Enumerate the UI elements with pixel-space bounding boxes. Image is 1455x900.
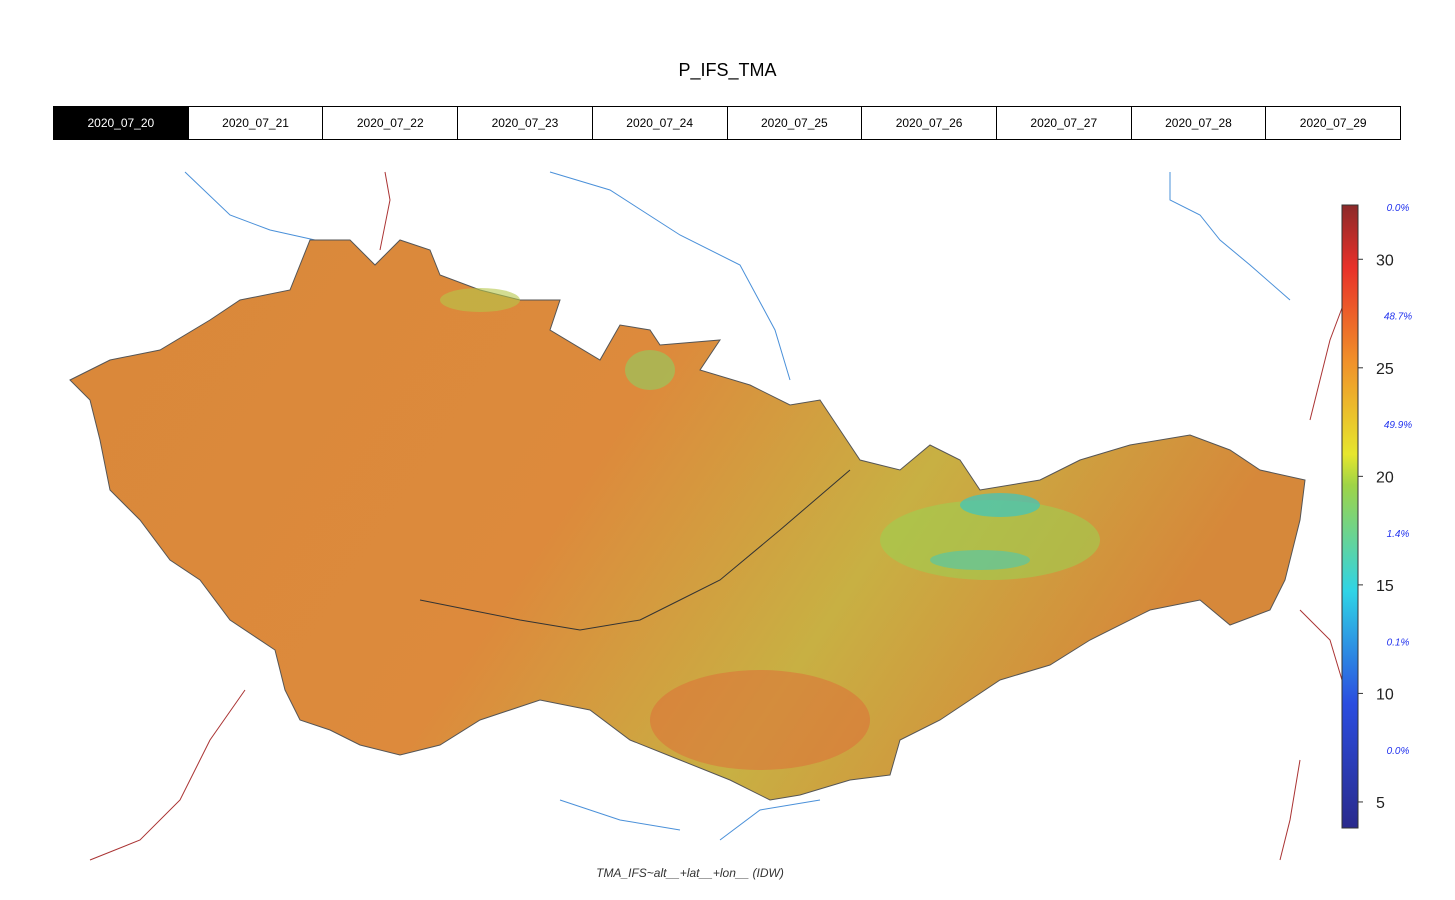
date-tabs: 2020_07_20 2020_07_21 2020_07_22 2020_07_23… [53, 106, 1401, 140]
river [184, 171, 1291, 841]
inner-border [419, 469, 851, 631]
class-share-label: 1.4% [1387, 529, 1410, 540]
date-tab[interactable]: 2020_07_26 [861, 107, 996, 139]
country-area [69, 239, 1306, 801]
cool-area [625, 350, 675, 390]
class-share-label: 0.1% [1387, 637, 1410, 648]
colorbar-tick-label: 10 [1376, 686, 1394, 703]
date-tab[interactable]: 2020_07_22 [322, 107, 457, 139]
class-share-label: 48.7% [1384, 312, 1412, 323]
date-tab[interactable]: 2020_07_25 [726, 107, 862, 139]
title: P_IFS_TMA [678, 60, 777, 80]
caption: TMA_IFS~alt__+lat__+lon__ (IDW) [596, 866, 784, 880]
cool-area [930, 550, 1030, 570]
date-tab[interactable]: 2020_07_23 [457, 107, 592, 139]
date-tab[interactable]: 2020_07_27 [995, 107, 1131, 139]
date-tab[interactable]: 2020_07_24 [591, 107, 727, 139]
colorbar-tick-label: 5 [1376, 795, 1385, 812]
cool-area [440, 288, 520, 312]
date-tab[interactable]: 2020_07_28 [1130, 107, 1266, 139]
border [89, 171, 1346, 861]
date-tab[interactable]: 2020_07_20 [54, 107, 188, 139]
colorbar [1341, 204, 1359, 829]
colorbar-tick-label: 30 [1376, 252, 1394, 269]
cool-area [960, 493, 1040, 517]
colorbar-labels: 5 10 15 20 25 30 0.0% 48.7% 49.9% 1.4% 0.1% 0.0% [1358, 203, 1412, 812]
warm-area [650, 670, 870, 770]
class-share-label: 49.9% [1384, 420, 1412, 431]
date-tab[interactable]: 2020_07_21 [187, 107, 323, 139]
colorbar-tick-label: 20 [1376, 469, 1394, 486]
class-share-label: 0.0% [1387, 203, 1410, 214]
colorbar-tick-label: 25 [1376, 361, 1394, 378]
colorbar-tick-label: 15 [1376, 578, 1394, 595]
cool-area [880, 500, 1100, 580]
class-share-label: 0.0% [1387, 746, 1410, 757]
date-tab[interactable]: 2020_07_29 [1265, 107, 1400, 139]
